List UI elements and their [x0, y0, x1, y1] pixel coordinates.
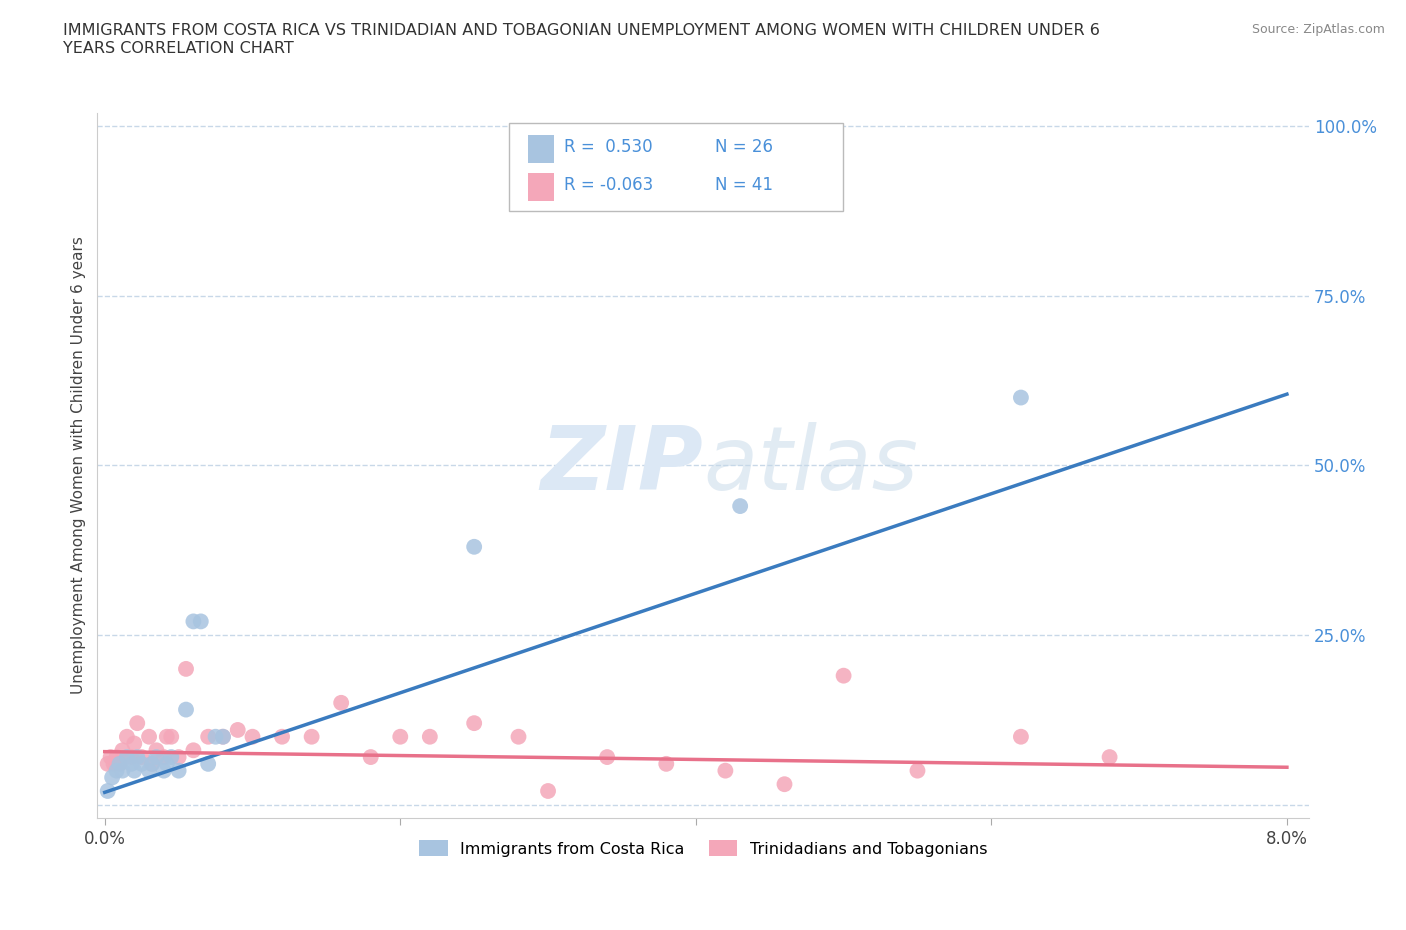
Point [97, 756, 120, 771]
Point [301, 729, 323, 744]
Text: R =  0.530: R = 0.530 [564, 138, 652, 156]
Point [204, 729, 226, 744]
Point [141, 756, 163, 771]
Point [197, 756, 219, 771]
Text: atlas: atlas [703, 422, 918, 509]
Point [190, 614, 212, 629]
Point [271, 729, 294, 744]
Text: IMMIGRANTS FROM COSTA RICA VS TRINIDADIAN AND TOBAGONIAN UNEMPLOYMENT AMONG WOME: IMMIGRANTS FROM COSTA RICA VS TRINIDADIA… [63, 23, 1099, 56]
Point [145, 750, 167, 764]
Point [508, 729, 530, 744]
Point [105, 750, 128, 764]
Point [212, 729, 235, 744]
Point [389, 729, 412, 744]
Point [115, 750, 138, 764]
Bar [527, 173, 554, 202]
Point [167, 750, 190, 764]
Point [463, 716, 485, 731]
Point [596, 750, 619, 764]
Point [183, 743, 205, 758]
Point [773, 777, 796, 791]
Point [174, 661, 197, 676]
Point [145, 743, 167, 758]
Point [1010, 390, 1032, 405]
Point [832, 669, 855, 684]
Point [127, 750, 149, 764]
Point [141, 756, 163, 771]
Point [1010, 729, 1032, 744]
Point [108, 756, 131, 771]
Point [655, 756, 678, 771]
Text: N = 26: N = 26 [716, 138, 773, 156]
Point [907, 764, 929, 778]
Text: N = 41: N = 41 [716, 176, 773, 194]
Point [1098, 750, 1121, 764]
Point [120, 756, 142, 771]
Point [728, 498, 751, 513]
Point [124, 764, 146, 778]
Point [131, 756, 153, 771]
Point [463, 539, 485, 554]
Bar [527, 135, 554, 164]
Point [160, 729, 183, 744]
Text: R = -0.063: R = -0.063 [564, 176, 654, 194]
Point [183, 614, 205, 629]
Point [138, 764, 160, 778]
Point [108, 756, 131, 771]
Point [360, 750, 382, 764]
Point [153, 764, 176, 778]
Point [103, 756, 125, 771]
Point [537, 784, 560, 799]
Point [226, 723, 249, 737]
Y-axis label: Unemployment Among Women with Children Under 6 years: Unemployment Among Women with Children U… [72, 236, 86, 695]
Point [124, 736, 146, 751]
Point [419, 729, 441, 744]
FancyBboxPatch shape [509, 124, 842, 211]
Point [100, 750, 122, 764]
Point [153, 750, 176, 764]
Point [156, 729, 179, 744]
Point [242, 729, 264, 744]
Point [174, 702, 197, 717]
Point [156, 756, 179, 771]
Point [138, 729, 160, 744]
Legend: Immigrants from Costa Rica, Trinidadians and Tobagonians: Immigrants from Costa Rica, Trinidadians… [412, 833, 994, 863]
Point [197, 729, 219, 744]
Point [160, 750, 183, 764]
Point [115, 729, 138, 744]
Point [212, 729, 235, 744]
Point [330, 696, 353, 711]
Point [714, 764, 737, 778]
Text: Source: ZipAtlas.com: Source: ZipAtlas.com [1251, 23, 1385, 36]
Point [105, 764, 128, 778]
Point [120, 750, 142, 764]
Text: ZIP: ZIP [540, 422, 703, 509]
Point [111, 743, 134, 758]
Point [167, 764, 190, 778]
Point [97, 784, 120, 799]
Point [101, 770, 124, 785]
Point [131, 750, 153, 764]
Point [127, 716, 149, 731]
Point [111, 764, 134, 778]
